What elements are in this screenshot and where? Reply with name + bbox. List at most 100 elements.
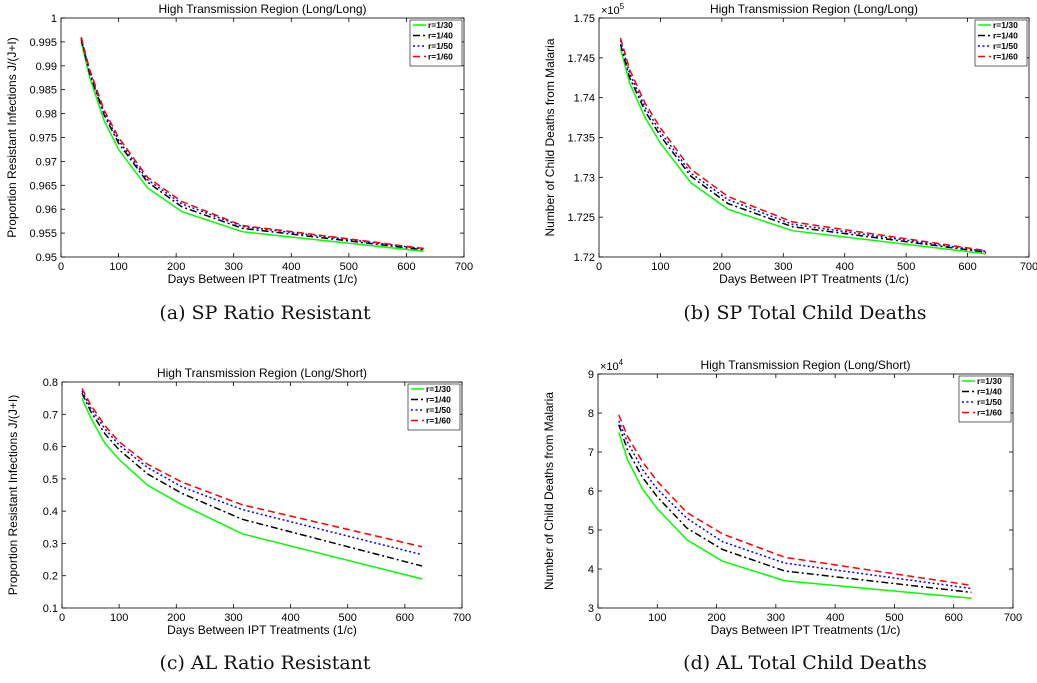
x-tick-label: 500	[339, 612, 357, 624]
y-tick-label: 3	[588, 603, 594, 615]
x-tick-label: 300	[225, 261, 243, 273]
series-line-r1-30	[619, 48, 987, 255]
x-tick-label: 0	[595, 612, 601, 624]
y-axis-label: Number of Child Deaths from Malaria	[542, 392, 556, 590]
x-tick-label: 600	[958, 261, 976, 273]
x-tick-label: 100	[110, 612, 128, 624]
legend-box	[974, 19, 1028, 67]
caption-b: (b) SP Total Child Deaths	[683, 302, 927, 324]
y-tick-label: 0.7	[43, 409, 58, 421]
legend-label: r=1/30	[426, 384, 451, 394]
x-tick-label: 200	[713, 261, 731, 273]
chart-title: High Transmission Region (Long/Short)	[157, 366, 367, 380]
x-tick-label: 700	[1020, 261, 1037, 273]
y-exponent-power: 5	[620, 2, 625, 11]
legend-box	[409, 19, 463, 67]
x-tick-label: 700	[453, 612, 471, 624]
plot-frame	[60, 17, 465, 258]
y-exponent-power: 4	[619, 358, 624, 367]
legend-label: r=1/40	[993, 31, 1018, 41]
x-tick-label: 0	[59, 612, 65, 624]
y-tick-label: 0.8	[43, 377, 58, 389]
y-tick-label: 0.985	[29, 85, 57, 97]
series-line-r1-50	[619, 40, 987, 253]
x-tick-label: 600	[945, 612, 963, 624]
plot-frame	[61, 381, 463, 609]
y-tick-label: 0.4	[43, 506, 58, 518]
chart-2: 0 100 200 300 400 500 600 700 0.1 0.2 0.3 0.4 0.5 0.6…	[6, 366, 471, 637]
x-tick-label: 700	[1004, 612, 1022, 624]
chart-title: High Transmission Region (Long/Short)	[700, 358, 910, 372]
y-tick-label: 0.955	[29, 228, 57, 240]
y-tick-label: 0.96	[36, 204, 57, 216]
y-tick-label: 6	[588, 486, 594, 498]
legend: r=1/30r=1/40r=1/50r=1/60	[409, 19, 463, 67]
legend: r=1/30r=1/40r=1/50r=1/60	[407, 383, 461, 431]
series-line-r1-30	[618, 432, 972, 600]
y-tick-label: 0.975	[29, 133, 57, 145]
x-tick-label: 100	[648, 612, 666, 624]
series-line-r1-30	[81, 397, 423, 580]
y-tick-label: 4	[588, 564, 594, 576]
plot-frame	[598, 17, 1030, 258]
y-tick-label: 0.99	[36, 61, 57, 73]
x-tick-label: 400	[826, 612, 844, 624]
y-tick-label: 5	[588, 525, 594, 537]
legend-box	[407, 383, 461, 431]
y-tick-label: 0.6	[43, 442, 58, 454]
x-tick-label: 0	[596, 261, 602, 273]
legend-label: r=1/30	[428, 20, 453, 30]
x-tick-label: 500	[885, 612, 903, 624]
series-line-r1-50	[618, 420, 972, 590]
series-line-r1-60	[81, 388, 423, 548]
x-tick-label: 300	[767, 612, 785, 624]
legend-label: r=1/60	[426, 416, 451, 426]
y-tick-label: 0.965	[29, 180, 57, 192]
y-tick-label: 0.95	[36, 252, 57, 264]
legend: r=1/30r=1/40r=1/50r=1/60	[974, 19, 1028, 67]
x-tick-label: 700	[455, 261, 473, 273]
series-line-r1-60	[619, 37, 987, 252]
chart-1: 0 100 200 300 400 500 600 700 1.72 1.725 1.73 1.735…	[543, 2, 1037, 286]
legend-label: r=1/40	[428, 31, 453, 41]
x-tick-label: 600	[397, 261, 415, 273]
x-tick-label: 300	[224, 612, 242, 624]
y-axis-label: Number of Child Deaths from Malaria	[543, 38, 557, 236]
legend-label: r=1/60	[977, 408, 1002, 418]
y-tick-label: 8	[588, 408, 594, 420]
series-line-r1-40	[618, 424, 972, 594]
y-exponent-base: ×10	[600, 361, 619, 373]
y-tick-label: 0.5	[43, 474, 58, 486]
y-exponent-base: ×10	[601, 5, 620, 17]
y-tick-label: 0.97	[36, 156, 57, 168]
x-tick-label: 500	[340, 261, 358, 273]
y-tick-label: 1.74	[574, 93, 595, 105]
y-tick-label: 0.3	[43, 538, 58, 550]
chart-title: High Transmission Region (Long/Long)	[710, 2, 918, 16]
legend-label: r=1/30	[993, 20, 1018, 30]
x-axis-label: Days Between IPT Treatments (1/c)	[719, 272, 909, 286]
y-tick-label: 1	[51, 13, 57, 25]
x-tick-label: 0	[58, 261, 64, 273]
x-tick-label: 500	[897, 261, 915, 273]
caption-a: (a) SP Ratio Resistant	[159, 302, 371, 324]
x-tick-label: 200	[707, 612, 725, 624]
legend-label: r=1/50	[428, 41, 453, 51]
y-tick-label: 1.745	[567, 53, 595, 65]
legend-label: r=1/30	[977, 376, 1002, 386]
y-tick-label: 1.75	[574, 13, 595, 25]
y-exponent-label: ×105	[601, 2, 625, 17]
x-axis-label: Days Between IPT Treatments (1/c)	[168, 272, 358, 286]
legend-label: r=1/60	[993, 52, 1018, 62]
legend-label: r=1/40	[977, 387, 1002, 397]
y-tick-label: 0.2	[43, 571, 58, 583]
x-tick-label: 100	[109, 261, 127, 273]
y-tick-label: 0.995	[29, 37, 57, 49]
y-tick-label: 1.73	[574, 172, 595, 184]
x-axis-label: Days Between IPT Treatments (1/c)	[711, 623, 901, 637]
legend-label: r=1/40	[426, 395, 451, 405]
y-tick-label: 0.1	[43, 603, 58, 615]
series-line-r1-40	[619, 44, 987, 253]
